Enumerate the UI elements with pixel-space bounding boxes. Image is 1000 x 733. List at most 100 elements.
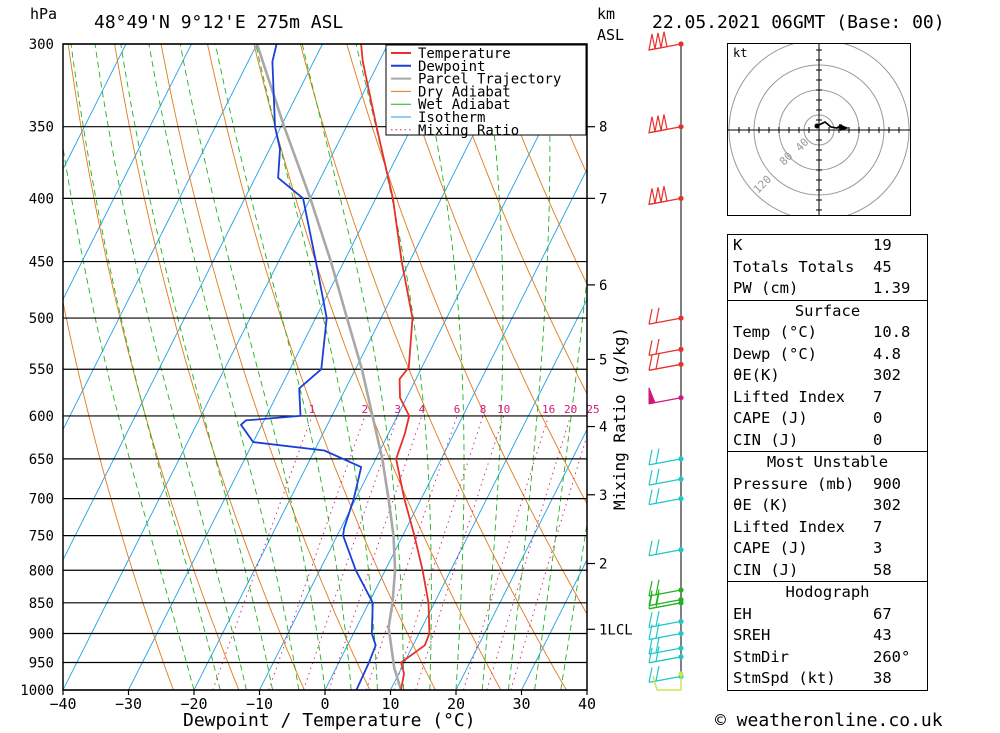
legend-entry-label: Isotherm	[418, 110, 485, 126]
wind-barb-feather	[655, 307, 660, 323]
index-row: Pressure (mb) 900	[728, 474, 927, 496]
index-row: StmSpd (kt) 38	[728, 668, 927, 690]
wind-barb-shaft	[648, 598, 682, 607]
wind-barb	[648, 307, 684, 325]
dry-adiabat-line	[439, 44, 587, 395]
mixing-ratio-line	[365, 415, 458, 690]
wet-adiabat-line	[481, 44, 504, 690]
km-unit-label: km	[597, 5, 616, 23]
wet-adiabat-line	[63, 144, 195, 690]
index-value: 67	[873, 604, 892, 623]
index-row: Lifted Index 7	[728, 387, 927, 409]
index-value: 7	[873, 517, 883, 536]
index-label: CIN (J)	[733, 430, 799, 449]
surface-section-title: Surface	[794, 301, 861, 320]
wind-barb	[648, 610, 684, 629]
wind-barb-feather	[655, 539, 660, 555]
wind-barb-feather	[648, 580, 653, 597]
wind-barb-feather	[655, 338, 660, 355]
mixing-ratio-label: 20	[564, 403, 577, 416]
index-value: 900	[873, 474, 901, 493]
index-row: PW (cm) 1.39	[728, 278, 927, 300]
wind-barb	[648, 488, 684, 506]
index-row: Lifted Index 7	[728, 517, 927, 539]
km-tick-label: 7	[599, 191, 607, 207]
wet-adiabat-line	[507, 44, 551, 690]
mixing-ratio-label: 25	[586, 403, 599, 416]
pressure-tick-label: 950	[29, 655, 54, 671]
mixing-ratio-label: 8	[480, 403, 487, 416]
pressure-tick-label: 900	[29, 626, 54, 642]
pressure-tick-label: 600	[29, 409, 54, 425]
isotherm-line	[521, 558, 587, 690]
mixing-ratio-label: 16	[542, 403, 555, 416]
x-tick-label: 40	[578, 695, 596, 713]
pressure-tick-label: 550	[29, 362, 54, 378]
mixing-ratio-axis-title: Mixing Ratio (g/kg)	[610, 326, 629, 510]
index-label: EH	[733, 604, 752, 623]
km-tick-label: 3	[599, 488, 607, 504]
wind-barb-feather	[648, 340, 653, 356]
wind-barb-feather	[648, 308, 653, 325]
wind-barb-shaft	[648, 458, 682, 466]
wind-barb-feather	[648, 612, 653, 628]
index-value: 19	[873, 236, 892, 254]
dry-adiabat-line	[67, 44, 240, 690]
pressure-tick-label: 500	[29, 311, 54, 327]
index-label: StmDir	[733, 647, 789, 666]
index-label: Temp (°C)	[733, 323, 817, 341]
wind-barb	[648, 31, 684, 51]
wind-barb-shaft	[648, 497, 682, 506]
index-value: 7	[873, 387, 883, 406]
index-label: CIN (J)	[733, 560, 799, 579]
storm-motion-marker	[839, 124, 849, 131]
x-tick-label: 20	[447, 695, 465, 713]
index-value: 4.8	[873, 344, 901, 363]
index-value: 3	[873, 539, 883, 557]
indices-table: K 19 Totals Totals 45 PW (cm) 1.39 Surface Te…	[727, 234, 928, 691]
wind-barb-pennant	[654, 115, 662, 133]
x-axis-title: Dewpoint / Temperature (°C)	[183, 710, 476, 731]
index-row: CIN (J) 58	[728, 560, 927, 582]
wind-barb	[648, 338, 684, 356]
x-tick-label: 0	[320, 695, 329, 713]
index-row: CIN (J) 0	[728, 430, 927, 452]
wind-barb-shaft	[648, 647, 682, 655]
mixing-ratio-label: 4	[419, 403, 426, 416]
wind-barb-pennant	[654, 32, 662, 50]
index-row: CAPE (J) 0	[728, 408, 927, 430]
legend-entry-label: Dry Adiabat	[418, 84, 511, 100]
wind-barb-flag	[648, 387, 656, 405]
isotherm-line	[63, 44, 389, 690]
index-row: Dewp (°C) 4.8	[728, 344, 927, 366]
mixing-ratio-line	[510, 434, 587, 690]
wind-barb-feather	[648, 624, 653, 640]
surface-wind-barb	[652, 674, 682, 691]
pressure-tick-label: 700	[29, 492, 54, 508]
wind-barb-feather	[648, 449, 653, 465]
isotherm-line	[63, 44, 258, 431]
wind-barb-feather	[648, 590, 653, 606]
legend-entry-label: Parcel Trajectory	[418, 72, 561, 88]
parcel-trajectory-series-line	[255, 44, 403, 690]
wind-barb-feather	[655, 353, 660, 370]
wind-barb	[648, 468, 684, 486]
most-unstable-section-title: Most Unstable	[766, 453, 889, 471]
temperature-series-line	[360, 44, 431, 690]
index-value: 302	[873, 366, 901, 384]
pressure-tick-label: 650	[29, 452, 54, 468]
pressure-tick-label: 800	[29, 563, 54, 579]
plot-frame	[62, 43, 588, 691]
dry-adiabat-line	[346, 44, 587, 615]
wind-barb	[648, 387, 684, 405]
km-tick-label: 2	[599, 557, 607, 573]
mixing-ratio-label: 1	[309, 403, 316, 416]
index-label: CAPE (J)	[733, 409, 808, 427]
legend-entry-label: Mixing Ratio	[418, 123, 519, 139]
x-tick-label: 10	[381, 695, 399, 713]
index-value: 0	[873, 409, 883, 427]
index-label: K	[733, 236, 743, 254]
pressure-tick-label: 350	[29, 120, 54, 136]
wind-barb-pennant	[660, 186, 668, 203]
